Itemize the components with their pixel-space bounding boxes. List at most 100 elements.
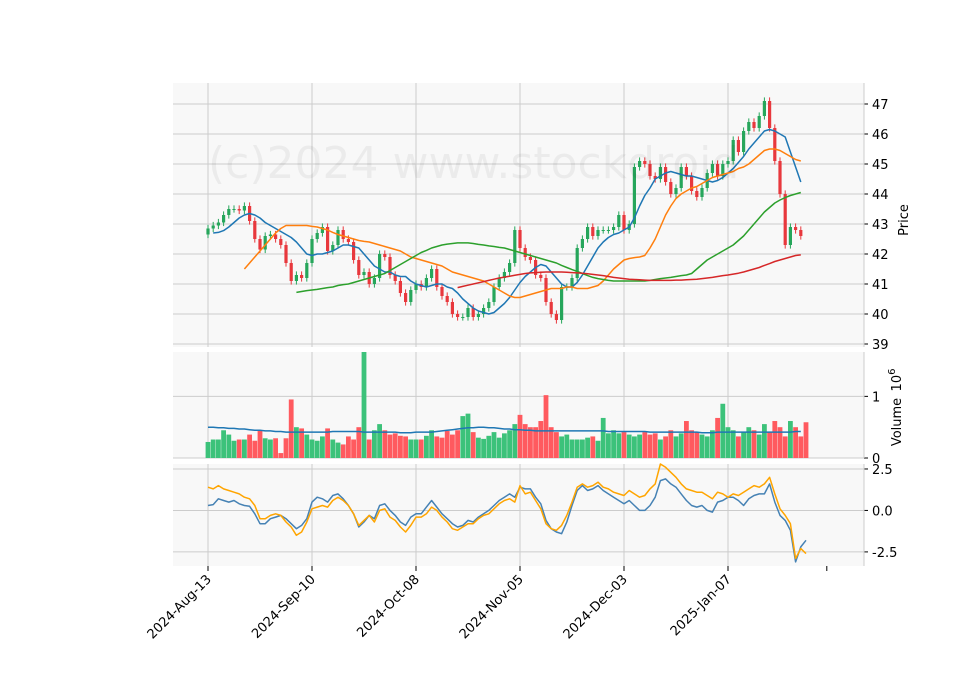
- volume-bar: [543, 395, 549, 458]
- candle-body: [315, 233, 319, 239]
- candle-body: [383, 254, 387, 257]
- volume-bar: [320, 436, 325, 458]
- candle-body: [466, 308, 470, 317]
- volume-bar: [788, 421, 793, 458]
- x-tick-label: 2024-Nov-05: [457, 572, 527, 642]
- candle-body: [513, 230, 517, 263]
- volume-bar: [340, 444, 346, 458]
- candle-body: [591, 227, 595, 236]
- volume-bar: [455, 430, 460, 458]
- oscillator-slow-line: [207, 463, 807, 560]
- volume-bar: [335, 442, 341, 458]
- volume-bar: [517, 414, 523, 458]
- candle-body: [440, 287, 444, 296]
- volume-bar: [652, 433, 658, 458]
- candle-body: [653, 176, 657, 179]
- candle-body: [430, 269, 434, 278]
- candle-body: [414, 284, 418, 290]
- volume-bar: [678, 433, 684, 458]
- volume-bar: [803, 422, 809, 458]
- volume-bar: [309, 439, 315, 458]
- candle-body: [341, 230, 345, 239]
- volume-bar: [278, 453, 284, 458]
- watermark: (c)2024 www.stockdroid: [208, 138, 739, 189]
- candle-body: [794, 227, 798, 230]
- ma10-line: [213, 128, 802, 315]
- volume-bar: [216, 439, 221, 458]
- volume-bar: [356, 427, 362, 458]
- volume-bar: [221, 430, 226, 458]
- candle-body: [742, 131, 746, 152]
- volume-bar: [684, 421, 689, 458]
- volume-bar: [689, 430, 694, 458]
- candle-body: [461, 317, 465, 318]
- volume-bar: [637, 434, 642, 458]
- volume-bar: [273, 438, 278, 458]
- candle-body: [398, 281, 402, 293]
- candle-body: [508, 263, 512, 272]
- volume-bar: [268, 439, 273, 458]
- candle-body: [372, 278, 376, 284]
- volume-bar: [616, 433, 622, 458]
- oscillator-tick-label: 2.5: [872, 463, 893, 478]
- volume-bar: [642, 432, 648, 458]
- candle-body: [622, 215, 626, 230]
- candle-body: [300, 275, 304, 278]
- volume-bar: [325, 428, 330, 458]
- candle-body: [757, 116, 761, 128]
- candle-body: [580, 239, 584, 248]
- candle-body: [232, 209, 236, 210]
- price-tick-label: 47: [872, 98, 889, 113]
- volume-bar: [756, 434, 762, 458]
- volume-bar: [533, 427, 538, 458]
- candle-body: [362, 272, 366, 275]
- ma50-line: [296, 191, 802, 294]
- volume-tick-label: 1: [872, 390, 880, 405]
- candle-body: [617, 215, 621, 227]
- oscillator-fast-line: [207, 478, 807, 563]
- x-tick-label: 2024-Oct-08: [354, 572, 422, 640]
- volume-bar: [372, 430, 377, 458]
- price-tick-label: 46: [872, 128, 889, 143]
- candle-body: [289, 263, 293, 281]
- candle-body: [664, 167, 668, 182]
- volume-bar: [502, 433, 507, 458]
- candle-body: [487, 302, 491, 308]
- volume-bar: [210, 439, 216, 458]
- x-tick-label: 2024-Sep-10: [249, 572, 319, 642]
- candle-body: [799, 230, 803, 236]
- volume-panel: 01: [173, 352, 880, 467]
- price-tick-label: 40: [872, 308, 889, 323]
- volume-bar: [481, 438, 486, 458]
- volume-bar: [314, 440, 320, 458]
- candle-body: [258, 239, 262, 250]
- price-tick-label: 39: [872, 338, 889, 353]
- candle-body: [211, 225, 215, 229]
- volume-bar: [330, 439, 336, 458]
- volume-bar: [226, 434, 232, 458]
- candle-body: [658, 167, 662, 179]
- candle-body: [279, 239, 283, 245]
- x-tick-label: 2024-Aug-13: [145, 572, 215, 642]
- volume-bar: [720, 403, 726, 458]
- volume-bar: [590, 436, 596, 458]
- volume-axis-label: Volume: [890, 398, 905, 446]
- candle-body: [684, 167, 688, 176]
- volume-bar: [606, 433, 611, 458]
- volume-bar: [710, 430, 715, 458]
- candle-body: [586, 227, 590, 239]
- volume-bar: [429, 430, 434, 458]
- candle-body: [378, 254, 382, 278]
- volume-bar: [564, 434, 570, 458]
- volume-bar: [236, 439, 242, 458]
- candle-body: [409, 290, 413, 302]
- volume-bar: [470, 432, 476, 458]
- volume-bar: [377, 424, 382, 458]
- volume-bar: [585, 437, 590, 458]
- volume-bar: [600, 417, 606, 458]
- volume-bar: [554, 432, 559, 458]
- volume-bar: [673, 436, 679, 458]
- candle-body: [528, 257, 532, 260]
- volume-bar: [736, 436, 741, 458]
- volume-bar: [767, 432, 772, 458]
